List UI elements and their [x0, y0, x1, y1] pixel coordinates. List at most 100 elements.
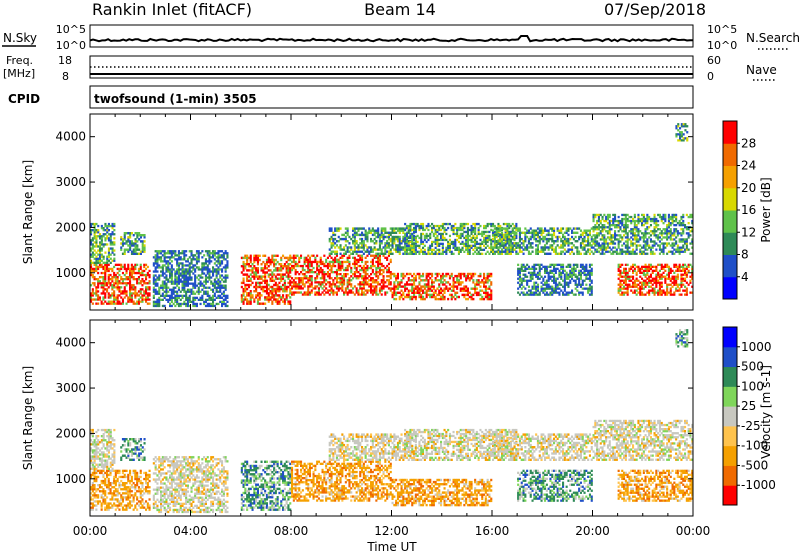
range-gate-cell: [258, 254, 261, 257]
range-gate-cell: [90, 253, 93, 256]
range-gate-cell: [357, 244, 360, 247]
range-gate-cell: [366, 260, 369, 264]
range-gate-cell: [116, 288, 119, 291]
range-gate-cell: [518, 283, 521, 286]
range-gate-cell: [466, 250, 469, 253]
range-gate-cell: [294, 254, 297, 257]
range-gate-cell: [186, 288, 189, 291]
range-gate-cell: [278, 263, 281, 266]
range-gate-cell: [107, 302, 110, 305]
range-gate-cell: [461, 248, 464, 251]
range-gate-cell: [434, 272, 437, 276]
range-gate-cell: [97, 253, 100, 256]
range-gate-cell: [382, 283, 385, 286]
range-gate-cell: [518, 244, 521, 247]
range-gate-cell: [323, 273, 326, 276]
range-gate-cell: [317, 264, 320, 268]
range-gate-cell: [335, 293, 338, 296]
range-gate-cell: [247, 275, 250, 278]
range-gate-cell: [300, 287, 303, 290]
range-gate-cell: [556, 252, 559, 255]
range-gate-cell: [440, 228, 443, 232]
range-gate-cell: [104, 292, 107, 295]
range-gate-cell: [544, 267, 547, 270]
range-gate-cell: [429, 295, 432, 299]
range-gate-cell: [361, 266, 364, 270]
range-gate-cell: [432, 248, 435, 251]
range-gate-cell: [653, 217, 656, 221]
range-gate-cell: [488, 238, 491, 242]
range-gate-cell: [298, 281, 301, 284]
range-gate-cell: [285, 287, 288, 291]
range-gate-cell: [587, 287, 590, 290]
range-gate-cell: [585, 273, 588, 276]
range-gate-cell: [420, 242, 423, 245]
range-gate-cell: [240, 285, 243, 289]
range-gate-cell: [326, 271, 329, 274]
range-gate-cell: [571, 267, 574, 270]
range-gate-cell: [145, 286, 148, 289]
range-gate-cell: [353, 264, 356, 268]
range-gate-cell: [139, 282, 142, 285]
range-gate-cell: [244, 296, 247, 299]
range-gate-cell: [556, 244, 559, 247]
range-gate-cell: [264, 279, 267, 282]
range-gate-cell: [585, 250, 588, 253]
range-gate-cell: [377, 277, 380, 280]
range-gate-cell: [479, 244, 482, 247]
range-gate-cell: [341, 264, 344, 268]
range-gate-cell: [619, 234, 622, 237]
range-gate-cell: [418, 283, 421, 286]
range-gate-cell: [129, 246, 132, 249]
range-gate-cell: [578, 227, 581, 230]
range-gate-cell: [113, 273, 116, 277]
range-gate-cell: [549, 285, 552, 288]
range-gate-cell: [201, 276, 204, 279]
range-gate-cell: [253, 254, 256, 257]
range-gate-cell: [330, 264, 333, 268]
range-gate-cell: [172, 288, 175, 291]
range-gate-cell: [486, 277, 489, 280]
range-gate-cell: [404, 274, 407, 278]
range-gate-cell: [368, 279, 371, 282]
range-gate-cell: [486, 222, 489, 226]
range-gate-cell: [445, 285, 448, 288]
range-gate-cell: [558, 269, 561, 272]
range-gate-cell: [520, 242, 523, 245]
range-gate-cell: [199, 280, 202, 283]
range-gate-cell: [617, 222, 620, 225]
range-gate-cell: [497, 240, 500, 243]
range-gate-cell: [606, 250, 609, 253]
range-gate-cell: [520, 279, 523, 282]
range-gate-cell: [635, 230, 638, 233]
range-gate-cell: [170, 250, 173, 253]
range-gate-cell: [125, 294, 128, 297]
range-gate-cell: [104, 280, 107, 283]
range-gate-cell: [504, 230, 507, 234]
range-gate-cell: [154, 260, 157, 263]
range-gate-cell: [411, 250, 414, 253]
range-gate-cell: [264, 285, 267, 289]
range-gate-cell: [603, 228, 606, 231]
range-gate-cell: [346, 233, 349, 237]
range-gate-cell: [635, 244, 638, 247]
range-gate-cell: [642, 219, 645, 223]
range-gate-cell: [99, 257, 102, 260]
range-gate-cell: [97, 257, 100, 260]
range-gate-cell: [468, 238, 471, 242]
range-gate-cell: [294, 291, 297, 294]
range-gate-cell: [343, 268, 346, 272]
range-gate-cell: [402, 285, 405, 288]
range-gate-cell: [201, 262, 204, 265]
range-gate-cell: [522, 265, 525, 268]
range-gate-cell: [565, 277, 568, 280]
range-gate-cell: [553, 269, 556, 272]
range-gate-cell: [556, 240, 559, 243]
range-gate-cell: [114, 273, 117, 277]
range-gate-cell: [206, 272, 209, 275]
range-gate-cell: [592, 219, 595, 223]
range-gate-cell: [427, 289, 430, 292]
range-gate-cell: [199, 282, 202, 285]
range-gate-cell: [438, 291, 441, 294]
range-gate-cell: [219, 264, 222, 267]
